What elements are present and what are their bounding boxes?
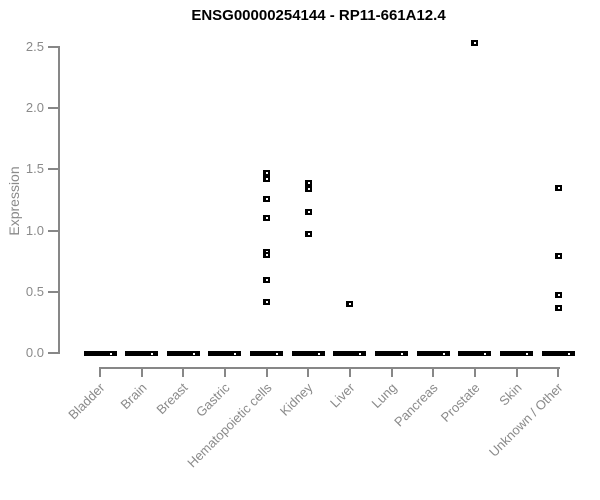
x-axis-category-label: Unknown / Other <box>486 380 566 460</box>
y-tick <box>48 45 58 48</box>
y-tick-label: 1.5 <box>25 161 44 177</box>
data-point <box>263 276 271 283</box>
data-point <box>554 291 562 298</box>
y-tick-label: 0.5 <box>25 284 44 300</box>
marker-hole <box>557 255 560 258</box>
marker-hole <box>266 250 269 253</box>
marker-hole <box>307 181 310 184</box>
x-tick <box>182 368 185 377</box>
marker-hole <box>234 352 237 355</box>
x-tick <box>307 368 310 377</box>
y-tick-label: 1.0 <box>25 222 44 238</box>
x-axis-category-label: Pancreas <box>391 380 441 430</box>
data-point <box>304 185 312 192</box>
zero-cluster-dash <box>500 350 534 356</box>
marker-hole <box>557 293 560 296</box>
y-tick-label: 2.5 <box>25 38 44 54</box>
data-point <box>304 231 312 238</box>
x-axis-category-label: Skin <box>495 380 525 409</box>
x-axis-category-label: Prostate <box>437 380 483 425</box>
data-point <box>263 252 271 259</box>
y-tick-label: 2.0 <box>25 100 44 115</box>
y-tick <box>48 168 58 171</box>
marker-hole <box>307 233 310 236</box>
marker-hole <box>526 352 529 355</box>
data-point <box>263 170 271 177</box>
x-tick <box>223 368 226 377</box>
x-tick <box>140 368 143 377</box>
y-tick <box>48 291 58 294</box>
data-point <box>263 176 271 183</box>
y-tick <box>48 107 58 109</box>
chart-title: ENSG00000254144 - RP11-661A12.4 <box>191 7 446 24</box>
marker-hole <box>266 197 269 200</box>
zero-cluster-dash <box>83 350 117 356</box>
data-point <box>554 253 562 260</box>
zero-cluster-dash <box>250 350 284 356</box>
zero-cluster-dash <box>458 350 492 356</box>
x-tick <box>265 368 268 377</box>
data-point <box>263 248 271 255</box>
marker-hole <box>307 187 310 190</box>
x-tick <box>557 368 560 377</box>
zero-cluster-dash <box>291 350 325 356</box>
data-point <box>263 215 271 222</box>
zero-cluster-dash <box>125 350 159 356</box>
x-axis-category-label: Brain <box>117 380 150 413</box>
marker-hole <box>567 352 570 355</box>
marker-hole <box>317 352 320 355</box>
marker-hole <box>266 217 269 220</box>
data-point <box>554 184 562 191</box>
x-tick <box>515 368 518 377</box>
x-axis-category-label: Breast <box>153 380 191 418</box>
marker-hole <box>484 352 487 355</box>
data-point <box>304 209 312 216</box>
x-axis-category-label: Kidney <box>277 380 316 419</box>
y-tick <box>48 352 58 355</box>
y-tick <box>48 229 58 232</box>
marker-hole <box>442 352 445 355</box>
x-axis-category-label: Bladder <box>65 380 108 423</box>
marker-hole <box>266 254 269 257</box>
data-point <box>346 301 354 308</box>
data-point <box>304 179 312 186</box>
marker-hole <box>401 352 404 355</box>
marker-hole <box>109 352 112 355</box>
zero-cluster-dash <box>541 350 575 356</box>
marker-hole <box>266 278 269 281</box>
data-point <box>263 195 271 202</box>
marker-hole <box>359 352 362 355</box>
marker-hole <box>557 307 560 309</box>
marker-hole <box>276 352 279 355</box>
data-point <box>471 39 479 46</box>
x-tick <box>432 368 435 377</box>
marker-hole <box>266 300 269 303</box>
x-axis-category-label: Gastric <box>192 380 233 420</box>
x-tick <box>99 368 101 377</box>
x-tick <box>473 368 476 377</box>
data-point <box>554 305 562 311</box>
zero-cluster-dash <box>375 350 409 356</box>
x-axis-line <box>99 367 561 369</box>
marker-hole <box>557 186 560 189</box>
x-axis-category-label: Lung <box>368 380 400 412</box>
marker-hole <box>349 303 352 306</box>
marker-hole <box>266 172 269 175</box>
x-tick <box>390 368 393 377</box>
y-axis-line <box>58 45 60 355</box>
marker-hole <box>307 211 310 214</box>
marker-hole <box>474 41 477 44</box>
data-point <box>263 298 271 305</box>
zero-cluster-dash <box>208 350 242 356</box>
marker-hole <box>151 352 154 355</box>
marker-hole <box>192 352 195 355</box>
zero-cluster-dash <box>166 350 200 356</box>
marker-hole <box>266 178 269 181</box>
zero-cluster-dash <box>333 350 367 356</box>
x-tick <box>348 368 351 377</box>
zero-cluster-dash <box>416 350 450 356</box>
x-axis-category-label: Liver <box>327 380 358 411</box>
y-tick-label: 0.0 <box>25 345 44 361</box>
